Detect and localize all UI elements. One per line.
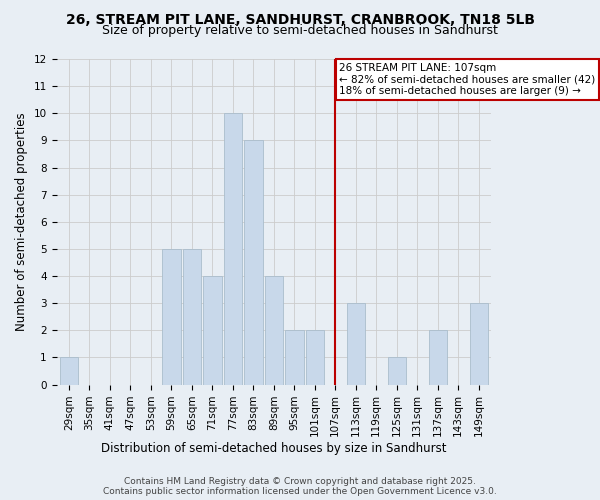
Text: Size of property relative to semi-detached houses in Sandhurst: Size of property relative to semi-detach… [102,24,498,37]
Bar [428,330,447,384]
Bar [388,358,406,384]
Text: 26, STREAM PIT LANE, SANDHURST, CRANBROOK, TN18 5LB: 26, STREAM PIT LANE, SANDHURST, CRANBROO… [65,12,535,26]
Bar [224,114,242,384]
Text: Contains HM Land Registry data © Crown copyright and database right 2025.
Contai: Contains HM Land Registry data © Crown c… [103,476,497,496]
Text: 26 STREAM PIT LANE: 107sqm
← 82% of semi-detached houses are smaller (42)
18% of: 26 STREAM PIT LANE: 107sqm ← 82% of semi… [340,63,596,96]
X-axis label: Distribution of semi-detached houses by size in Sandhurst: Distribution of semi-detached houses by … [101,442,446,455]
Bar [162,249,181,384]
Bar [265,276,283,384]
Bar [59,358,78,384]
Bar [285,330,304,384]
Bar [182,249,201,384]
Bar [347,303,365,384]
Y-axis label: Number of semi-detached properties: Number of semi-detached properties [15,112,28,331]
Bar [305,330,324,384]
Bar [244,140,263,384]
Bar [470,303,488,384]
Bar [203,276,221,384]
